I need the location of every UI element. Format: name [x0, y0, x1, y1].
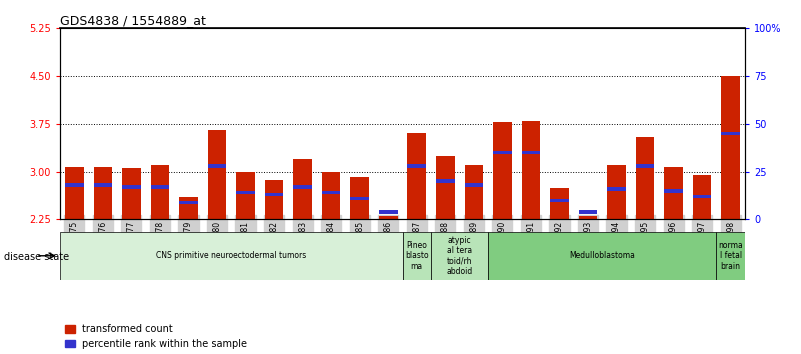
Bar	[207, 164, 227, 168]
Bar	[693, 195, 711, 198]
Bar	[607, 165, 626, 219]
Bar	[293, 159, 312, 219]
Bar	[408, 164, 426, 168]
Bar	[65, 183, 83, 187]
Bar	[179, 200, 198, 204]
Bar	[408, 133, 426, 219]
Bar	[236, 191, 255, 194]
Bar	[465, 183, 483, 187]
Bar	[465, 165, 483, 219]
Bar	[722, 76, 740, 219]
Bar	[60, 232, 402, 280]
Bar	[493, 151, 512, 154]
Bar	[151, 165, 169, 219]
Text: atypic
al tera
toid/rh
abdoid: atypic al tera toid/rh abdoid	[446, 236, 473, 276]
Bar	[493, 122, 512, 219]
Text: GDS4838 / 1554889_at: GDS4838 / 1554889_at	[60, 14, 206, 27]
Bar	[664, 189, 683, 193]
Bar	[664, 167, 683, 219]
Bar	[716, 232, 745, 280]
Bar	[350, 197, 369, 200]
Bar	[122, 168, 141, 219]
Bar	[379, 210, 397, 213]
Bar	[436, 156, 455, 219]
Bar	[436, 179, 455, 183]
Bar	[521, 121, 540, 219]
Text: Pineo
blasto
ma: Pineo blasto ma	[405, 241, 429, 271]
Bar	[207, 130, 227, 219]
Bar	[402, 232, 431, 280]
Bar	[578, 210, 598, 213]
Bar	[431, 232, 488, 280]
Bar	[636, 137, 654, 219]
Bar	[265, 193, 284, 196]
Bar	[179, 197, 198, 219]
Bar	[550, 199, 569, 202]
Bar	[322, 191, 340, 194]
Bar	[236, 172, 255, 219]
Bar	[379, 216, 397, 219]
Bar	[578, 216, 598, 219]
Bar	[550, 188, 569, 219]
Bar	[151, 185, 169, 189]
Bar	[94, 167, 112, 219]
Text: CNS primitive neuroectodermal tumors: CNS primitive neuroectodermal tumors	[156, 251, 307, 260]
Bar	[722, 132, 740, 135]
Bar	[488, 232, 716, 280]
Text: Medulloblastoma: Medulloblastoma	[570, 251, 635, 260]
Bar	[607, 187, 626, 191]
Bar	[122, 185, 141, 189]
Bar	[293, 185, 312, 189]
Bar	[350, 177, 369, 219]
Bar	[521, 151, 540, 154]
Bar	[636, 164, 654, 168]
Bar	[693, 175, 711, 219]
Bar	[322, 172, 340, 219]
Bar	[65, 167, 83, 219]
Bar	[265, 180, 284, 219]
Text: norma
l fetal
brain: norma l fetal brain	[718, 241, 743, 271]
Legend: transformed count, percentile rank within the sample: transformed count, percentile rank withi…	[65, 324, 248, 349]
Bar	[94, 183, 112, 187]
Text: disease state: disease state	[4, 252, 69, 262]
